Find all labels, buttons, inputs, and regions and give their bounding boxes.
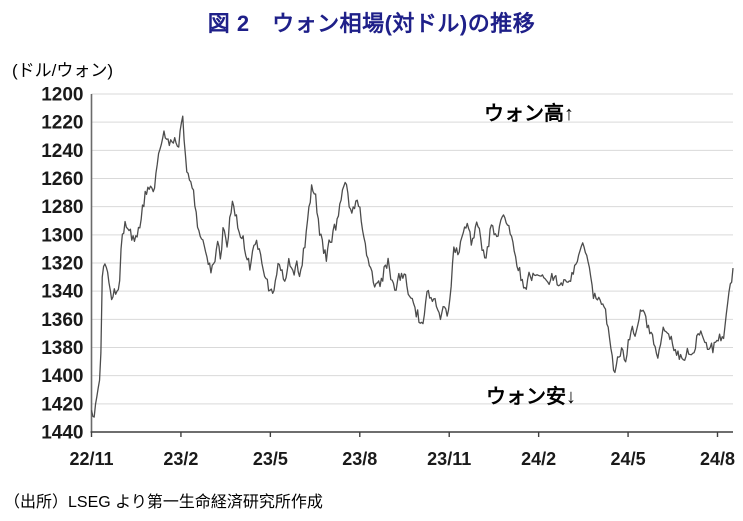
x-tick-label: 24/2 — [521, 449, 556, 469]
figure-title: 図 2 ウォン相場(対ドル)の推移 — [207, 11, 536, 36]
x-tick-label: 24/8 — [700, 449, 735, 469]
annotation-won-low: ウォン安↓ — [486, 386, 576, 408]
y-tick-label: 1420 — [41, 394, 83, 415]
x-tick-label: 23/11 — [427, 449, 471, 469]
y-tick-label: 1360 — [41, 310, 83, 331]
y-tick-label: 1200 — [41, 85, 83, 106]
source-note: （出所）LSEG より第一生命経済研究所作成 — [4, 494, 323, 511]
x-tick-label: 23/2 — [163, 449, 198, 469]
y-tick-label: 1220 — [41, 113, 83, 134]
y-tick-label: 1320 — [41, 254, 83, 275]
y-tick-label: 1380 — [41, 338, 83, 359]
x-tick-label: 24/5 — [611, 449, 646, 469]
y-tick-label: 1280 — [41, 197, 83, 218]
y-tick-label: 1340 — [41, 282, 83, 303]
y-tick-label: 1240 — [41, 141, 83, 162]
y-tick-label: 1260 — [41, 169, 83, 190]
y-tick-label: 1300 — [41, 225, 83, 246]
x-tick-label: 23/8 — [342, 449, 377, 469]
y-tick-label: 1400 — [41, 366, 83, 387]
annotation-won-high: ウォン高↑ — [484, 103, 574, 125]
x-tick-label: 23/5 — [253, 449, 288, 469]
rate-line-series — [90, 115, 734, 418]
x-tick-label: 22/11 — [69, 449, 113, 469]
y-axis-unit-label: (ドル/ウォン) — [12, 61, 114, 80]
y-tick-label: 1440 — [41, 423, 83, 444]
